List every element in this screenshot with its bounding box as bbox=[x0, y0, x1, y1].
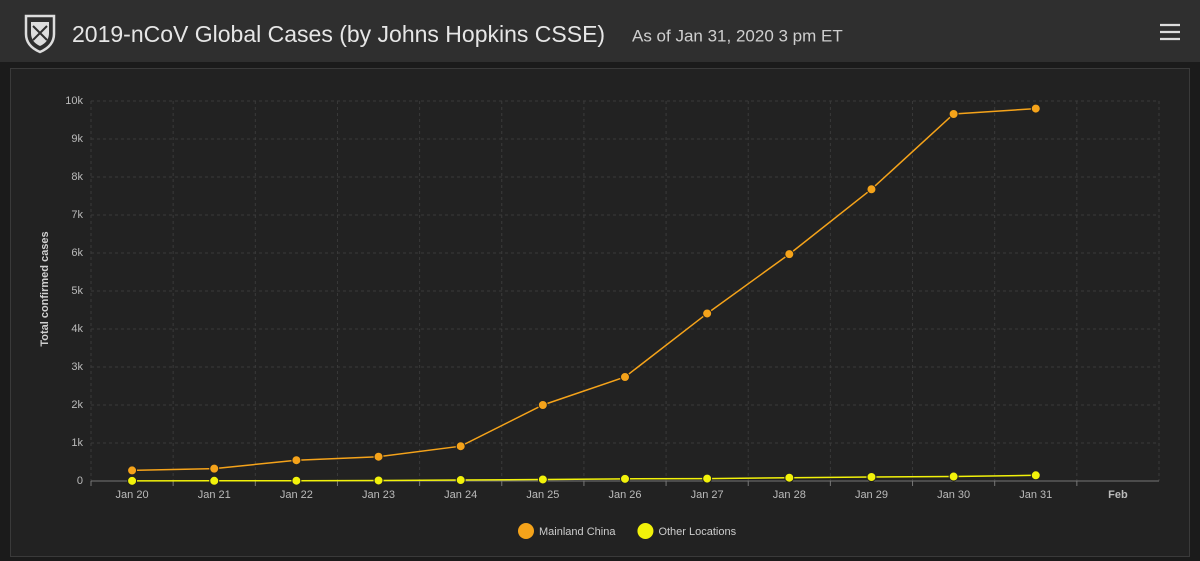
data-point bbox=[373, 475, 384, 486]
chart: Total confirmed cases 0 1k 2k 3k 4k 5k 6k 7k 8k 9… bbox=[39, 95, 1160, 539]
y-tick-label: 0 bbox=[77, 475, 83, 487]
header-graphics: 2019-nCoV Global Cases (by Johns Hopkins… bbox=[24, 14, 1180, 54]
chart-panel: Total confirmed cases 0 1k 2k 3k 4k 5k 6k 7k 8k 9… bbox=[10, 68, 1190, 557]
y-axis-label: Total confirmed cases bbox=[39, 231, 51, 346]
x-tick-label: Jan 22 bbox=[280, 489, 313, 501]
data-point bbox=[455, 441, 466, 452]
y-tick-label: 3k bbox=[71, 361, 83, 373]
y-tick-label: 7k bbox=[71, 209, 83, 221]
y-tick-label: 5k bbox=[71, 285, 83, 297]
data-point bbox=[866, 472, 877, 483]
data-point bbox=[948, 108, 959, 119]
menu-icon[interactable] bbox=[1160, 23, 1180, 41]
y-tick-label: 6k bbox=[71, 247, 83, 259]
data-point bbox=[1030, 103, 1041, 114]
data-point bbox=[127, 465, 138, 476]
data-point bbox=[702, 473, 713, 484]
data-point bbox=[455, 475, 466, 486]
x-tick-label: Jan 23 bbox=[362, 489, 395, 501]
x-tick-label: Jan 28 bbox=[773, 489, 806, 501]
legend-label: Other Locations bbox=[658, 526, 736, 538]
data-point bbox=[373, 451, 384, 462]
x-tick-label: Jan 21 bbox=[198, 489, 231, 501]
y-tick-label: 8k bbox=[71, 171, 83, 183]
x-tick-label: Feb bbox=[1108, 489, 1128, 501]
data-point bbox=[127, 475, 138, 486]
series-line bbox=[132, 107, 1036, 472]
data-point bbox=[702, 308, 713, 319]
y-tick-label: 10k bbox=[65, 95, 83, 107]
y-tick-label: 4k bbox=[71, 323, 83, 335]
data-point bbox=[209, 475, 220, 486]
data-point bbox=[784, 249, 795, 260]
x-tick-label: Jan 26 bbox=[608, 489, 641, 501]
x-tick-label: Jan 29 bbox=[855, 489, 888, 501]
data-point bbox=[291, 475, 302, 486]
data-point bbox=[784, 472, 795, 483]
x-tick-label: Jan 27 bbox=[691, 489, 724, 501]
data-point bbox=[291, 455, 302, 466]
header-title: 2019-nCoV Global Cases (by Johns Hopkins… bbox=[72, 21, 605, 47]
logo bbox=[24, 14, 56, 54]
series-line bbox=[132, 474, 1036, 482]
header-bar: 2019-nCoV Global Cases (by Johns Hopkins… bbox=[0, 0, 1200, 62]
x-tick-label: Jan 24 bbox=[444, 489, 477, 501]
data-point bbox=[620, 473, 630, 484]
data-point bbox=[1030, 470, 1041, 481]
legend-marker bbox=[518, 523, 534, 539]
data-point bbox=[866, 184, 877, 195]
x-tick-label: Jan 31 bbox=[1019, 489, 1052, 501]
y-tick-label: 1k bbox=[71, 437, 83, 449]
data-point bbox=[537, 400, 548, 410]
data-point bbox=[537, 474, 548, 485]
legend-label: Mainland China bbox=[539, 526, 616, 538]
legend-marker bbox=[637, 523, 654, 539]
x-tick-label: Jan 25 bbox=[526, 489, 559, 501]
data-point bbox=[209, 463, 220, 474]
x-tick-label: Jan 30 bbox=[937, 489, 970, 501]
y-tick-label: 9k bbox=[71, 133, 83, 145]
header-subtitle: As of Jan 31, 2020 3 pm ET bbox=[632, 26, 843, 45]
data-point bbox=[620, 371, 630, 382]
data-point bbox=[948, 471, 959, 482]
x-tick-label: Jan 20 bbox=[116, 489, 149, 501]
y-tick-label: 2k bbox=[71, 399, 83, 411]
